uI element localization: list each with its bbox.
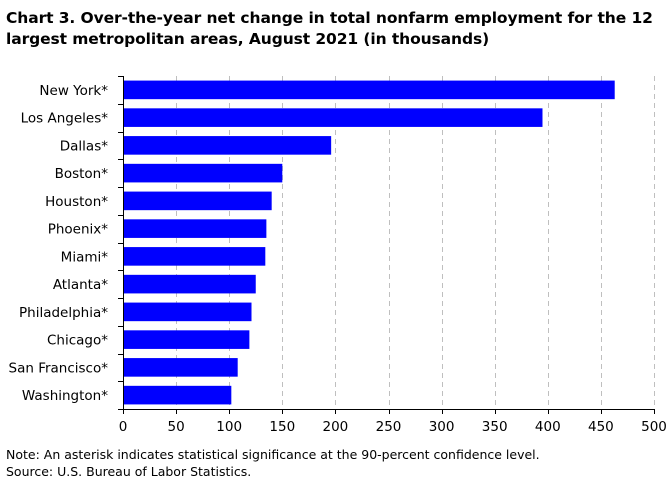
x-tick-label: 0 [119,419,128,435]
category-labels: New York* Los Angeles* Dallas* Boston* Houst… [9,83,109,404]
bar [123,219,267,238]
gridlines [176,76,655,409]
chart-title: Chart 3. Over-the-year net change in tot… [6,9,653,48]
category-label: San Francisco* [9,360,109,376]
bar [123,108,543,127]
bar [123,330,250,349]
category-label: Chicago* [47,333,108,349]
category-label: Atlanta* [53,277,108,293]
bar [123,358,238,377]
x-tick-label: 150 [269,419,295,435]
x-tick-label: 250 [376,419,402,435]
category-label: Los Angeles* [21,111,109,127]
category-label: Houston* [45,194,108,210]
category-label: Washington* [22,388,108,404]
bar [123,247,266,266]
category-label: Boston* [55,166,109,182]
x-tick-label: 50 [168,419,185,435]
bars [123,80,615,405]
x-tick-label: 300 [429,419,455,435]
category-label: Philadelphia* [19,305,108,321]
axes [118,76,655,414]
bar [123,163,283,183]
significance-note: Note: An asterisk indicates statistical … [6,447,540,462]
x-tick-label: 450 [588,419,614,435]
x-tick-label: 100 [216,419,242,435]
category-label: Phoenix* [48,222,109,238]
x-tick-label: 200 [323,419,349,435]
category-label: Dallas* [60,138,108,154]
bar [123,302,252,322]
bar [123,191,272,211]
x-tick-label: 350 [482,419,508,435]
bar [123,385,232,405]
bar [123,80,615,100]
bar [123,274,256,294]
category-label: Miami* [61,249,109,265]
x-tick-label: 400 [535,419,561,435]
bar [123,136,332,155]
category-label: New York* [39,83,108,99]
source-note: Source: U.S. Bureau of Labor Statistics. [6,464,252,479]
chart-notes: Note: An asterisk indicates statistical … [6,446,540,480]
x-tick-labels: 0 50 100 150 200 250 300 350 400 450 500 [119,419,667,435]
x-tick-label: 500 [641,419,667,435]
